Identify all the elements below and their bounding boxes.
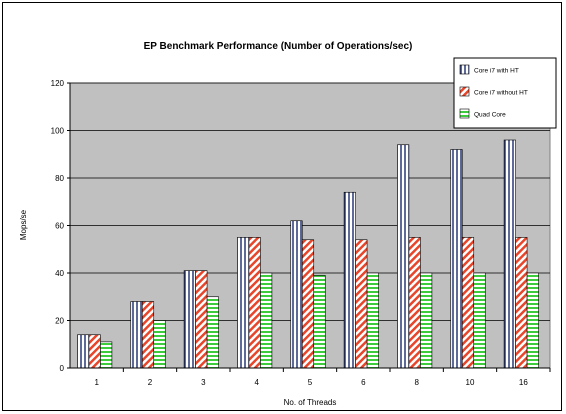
y-tick-label: 0 xyxy=(60,364,65,373)
bar xyxy=(237,237,250,369)
bar xyxy=(248,237,261,369)
x-tick-label: 2 xyxy=(148,378,153,387)
bar xyxy=(183,270,196,369)
legend: Core i7 with HT Core i7 without HT Quad Co… xyxy=(453,57,557,129)
legend-swatch xyxy=(459,108,470,119)
chart-frame: EP Benchmark Performance (Number of Oper… xyxy=(2,2,562,411)
legend-label: Core i7 with HT xyxy=(474,68,519,75)
bar xyxy=(88,334,101,369)
legend-items: Core i7 with HT Core i7 without HT Quad Co… xyxy=(459,64,528,119)
x-tick-label: 4 xyxy=(254,378,259,387)
bar xyxy=(450,149,463,369)
chart: EP Benchmark Performance (Number of Oper… xyxy=(19,41,557,407)
y-tick-label: 20 xyxy=(55,317,64,326)
bar xyxy=(526,272,539,369)
y-tick-label: 100 xyxy=(51,127,65,136)
y-tick-label: 60 xyxy=(55,222,64,231)
bar xyxy=(420,272,433,369)
bar xyxy=(141,301,155,369)
legend-label: Quad Core xyxy=(474,112,506,119)
bar xyxy=(313,275,326,369)
bar xyxy=(301,239,315,369)
bars xyxy=(77,139,539,369)
bar xyxy=(195,270,208,369)
y-tick-label: 40 xyxy=(55,269,64,278)
x-tick-label: 5 xyxy=(308,378,313,387)
bar xyxy=(290,220,303,369)
bar xyxy=(206,296,219,369)
bar xyxy=(473,272,486,369)
legend-label: Core i7 without HT xyxy=(474,90,528,97)
x-tick-label: 10 xyxy=(466,378,475,387)
bar xyxy=(100,341,113,369)
legend-swatch xyxy=(459,86,470,97)
y-tick-label: 120 xyxy=(51,79,65,88)
x-tick-label: 6 xyxy=(361,378,366,387)
bar xyxy=(130,301,143,369)
bar xyxy=(355,239,368,369)
bar xyxy=(366,272,379,369)
bar xyxy=(461,237,475,369)
bar xyxy=(503,139,516,369)
legend-swatch xyxy=(459,64,470,75)
legend-box xyxy=(453,57,557,129)
x-axis-label: No. of Threads xyxy=(284,398,337,407)
bar xyxy=(515,237,528,369)
y-axis-ticks: 0 20 40 60 80 100 120 xyxy=(51,79,70,373)
x-tick-label: 1 xyxy=(94,378,99,387)
x-axis-ticks: 1 2 3 4 5 6 8 10 16 xyxy=(94,368,551,387)
bar xyxy=(343,191,356,369)
y-tick-label: 80 xyxy=(55,174,64,183)
chart-title: EP Benchmark Performance (Number of Oper… xyxy=(144,41,413,52)
bar xyxy=(397,144,410,369)
bar xyxy=(408,237,421,369)
bar xyxy=(77,334,90,369)
bar xyxy=(153,320,166,369)
x-tick-label: 16 xyxy=(519,378,528,387)
x-tick-label: 3 xyxy=(201,378,206,387)
x-tick-label: 8 xyxy=(414,378,419,387)
bar xyxy=(260,272,273,369)
y-axis-label: Mops/se xyxy=(19,209,28,240)
